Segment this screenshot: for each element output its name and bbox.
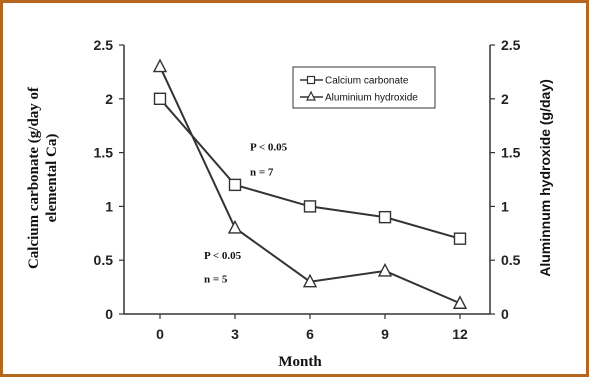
data-point-calcium-carbonate xyxy=(228,178,242,192)
x-axis-title: Month xyxy=(278,354,322,370)
y-tick-label-right: 0.5 xyxy=(501,252,521,268)
annotation-label: P < 0.05 xyxy=(250,142,288,154)
data-point-aluminium-hydroxide xyxy=(152,58,168,73)
data-point-aluminium-hydroxide xyxy=(377,262,393,277)
y-tick-label-left: 1.5 xyxy=(94,145,114,161)
y-tick-label-left: 2 xyxy=(105,91,113,107)
legend-marker-triangle xyxy=(306,90,316,101)
x-tick-label: 3 xyxy=(231,326,239,342)
line-chart: 0 0 0.5 0.5 1 1 1.5 1.5 2 2 2.5 2.5 0 3 6 9 12 P < 0.05 n… xyxy=(26,37,553,370)
y-tick-label-right: 2 xyxy=(501,91,509,107)
y-tick-label-left: 0 xyxy=(105,306,113,322)
y-axis-title-left-line2: elemental Ca) xyxy=(44,134,60,223)
legend-label-aluminium: Aluminium hydroxide xyxy=(325,93,418,104)
y-axis-title-left-line1: Calcium carbonate (g/day of xyxy=(26,86,42,269)
data-point-aluminium-hydroxide xyxy=(452,295,468,309)
data-point-aluminium-hydroxide xyxy=(227,219,243,234)
legend-box xyxy=(292,66,436,109)
y-tick-label-left: 1 xyxy=(105,198,113,214)
annotation-label: P < 0.05 xyxy=(204,250,242,262)
data-point-calcium-carbonate xyxy=(378,210,392,224)
data-point-calcium-carbonate xyxy=(153,92,167,106)
data-point-aluminium-hydroxide xyxy=(302,273,318,288)
y-axis-title-right: Aluminnum hydroxide (g/day) xyxy=(537,79,553,277)
x-tick-label: 9 xyxy=(381,326,389,342)
annotation-label: n = 5 xyxy=(204,273,228,285)
y-tick-label-left: 2.5 xyxy=(94,37,114,53)
annotation-label: n = 7 xyxy=(250,166,274,178)
x-tick-label: 6 xyxy=(306,326,314,342)
y-tick-label-right: 1.5 xyxy=(501,145,521,161)
series-line-calcium-carbonate xyxy=(159,98,461,240)
axes: 0 0 0.5 0.5 1 1 1.5 1.5 2 2 2.5 2.5 0 3 6 9 12 xyxy=(94,37,521,342)
legend-marker-square xyxy=(306,75,316,85)
data-point-calcium-carbonate xyxy=(453,232,467,245)
data-point-calcium-carbonate xyxy=(303,200,317,213)
y-tick-label-left: 0.5 xyxy=(94,252,114,268)
series-layer xyxy=(152,58,468,309)
annotations: P < 0.05 n = 7 P < 0.05 n = 5 xyxy=(204,142,288,286)
x-tick-label: 12 xyxy=(452,326,468,342)
legend-label-calcium: Calcium carbonate xyxy=(325,76,409,87)
y-tick-label-right: 0 xyxy=(501,306,509,322)
x-tick-label: 0 xyxy=(156,326,164,342)
y-tick-label-right: 2.5 xyxy=(501,37,521,53)
legend: Calcium carbonate Aluminium hydroxide xyxy=(292,66,436,109)
y-tick-label-right: 1 xyxy=(501,198,509,214)
